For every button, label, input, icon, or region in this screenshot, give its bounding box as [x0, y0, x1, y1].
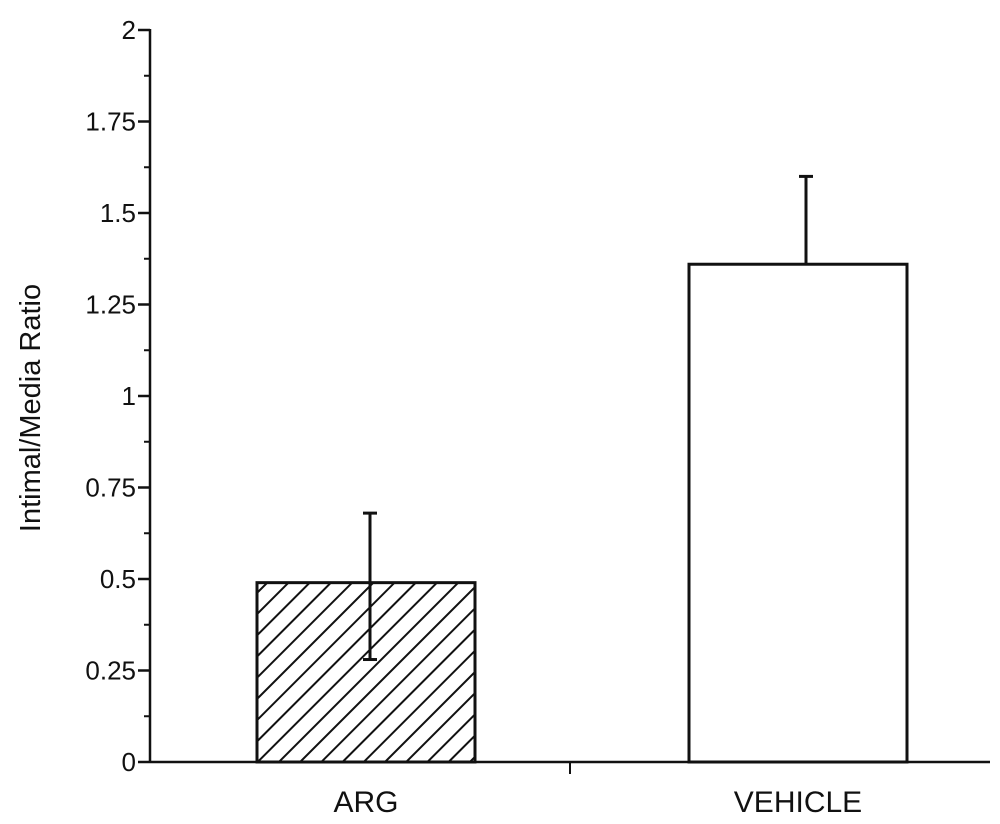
y-tick-label: 1.5: [100, 198, 136, 228]
y-tick-label: 2: [122, 15, 136, 45]
bars: [255, 262, 909, 764]
y-axis-title: Intimal/Media Ratio: [15, 284, 47, 532]
y-tick-label: 0.25: [85, 656, 136, 686]
bar-arg: [255, 581, 477, 764]
y-axis: 0 0.25 0.5 0.75 1 1.25 1.5 1.75 2: [85, 15, 152, 777]
y-tick-label: 0.75: [85, 473, 136, 503]
y-tick-label: 1: [122, 381, 136, 411]
y-tick-label: 0: [122, 747, 136, 777]
bar-vehicle: [687, 262, 909, 764]
error-bars: [363, 174, 813, 662]
x-tick-label: ARG: [333, 786, 398, 819]
y-tick-label: 1.25: [85, 290, 136, 320]
y-tick-label: 1.75: [85, 107, 136, 137]
x-axis: ARG VEHICLE: [150, 760, 990, 819]
x-tick-label: VEHICLE: [734, 786, 862, 819]
y-tick-label: 0.5: [100, 564, 136, 594]
